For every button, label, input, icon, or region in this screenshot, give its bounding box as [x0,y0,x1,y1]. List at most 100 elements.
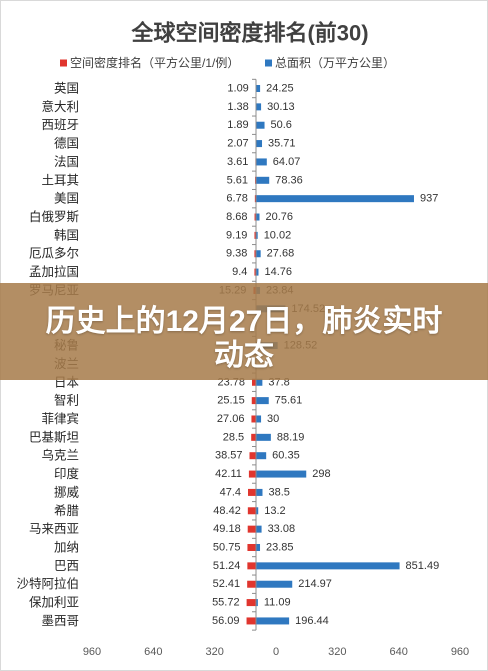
value-label-density: 3.61 [227,156,248,168]
bar-area [256,250,261,258]
category-label: 白俄罗斯 [29,209,79,224]
value-label-area: 64.07 [273,156,301,168]
x-tick-label: 960 [83,646,101,658]
value-label-area: 24.25 [266,83,294,95]
value-label-area: 33.08 [268,523,296,535]
category-label: 美国 [54,192,79,206]
category-label: 希腊 [54,503,80,518]
value-label-area: 214.97 [298,578,332,590]
x-axis-tick-labels: 960 640 320 0 320 640 960 [83,646,469,658]
category-label: 沙特阿拉伯 [16,576,79,591]
value-label-density: 49.18 [213,523,241,535]
value-label-area: 30 [267,413,279,425]
bar-area [256,195,414,203]
bar-density [247,544,256,551]
bar-area [256,488,263,496]
bar-area [256,452,267,460]
value-label-area: 60.35 [272,450,300,462]
bar-area [256,433,271,441]
category-label: 马来西亚 [29,522,79,536]
bar-area [256,121,265,129]
category-label: 巴西 [54,559,79,573]
legend-label-area: 总面积（万平方公里） [275,55,395,70]
bar-density [247,562,256,570]
legend-swatch-density [60,59,67,67]
value-label-density: 42.11 [215,468,242,480]
value-label-area: 937 [420,193,438,205]
value-label-area: 50.6 [271,119,292,131]
category-label: 孟加拉国 [29,264,79,279]
x-tick-label: 320 [328,646,346,658]
category-label: 保加利亚 [29,596,79,610]
bar-density [251,378,256,386]
value-label-density: 51.24 [213,560,241,572]
value-label-density: 28.5 [223,431,244,443]
bar-density [254,231,256,239]
value-label-density: 50.75 [213,542,241,554]
bar-area [256,231,258,239]
value-label-area: 23.85 [266,542,294,554]
value-label-area: 78.36 [275,174,303,186]
value-label-density: 9.19 [226,229,247,241]
value-label-density: 27.06 [217,413,245,425]
bar-density [246,617,256,625]
legend-swatch-area [265,59,272,67]
bar-density [254,250,256,258]
category-label: 巴基斯坦 [29,430,79,444]
category-label: 韩国 [54,227,79,242]
category-label: 印度 [54,466,80,481]
bar-density [248,470,256,478]
bar-density [248,488,256,496]
bar-area [256,599,258,607]
value-label-area: 11.09 [264,597,291,609]
x-tick-label: 640 [144,646,162,658]
bar-area [256,580,293,588]
bar-density [251,433,256,441]
value-label-density: 52.41 [213,578,241,590]
value-label-area: 20.76 [266,211,294,223]
banner-title-line: 历史上的12月27日，肺炎实时 [45,305,443,338]
bar-density [254,213,256,221]
value-label-area: 298 [312,468,330,480]
overlay-banner: 历史上的12月27日，肺炎实时 动态 [0,283,488,380]
bar-area [256,85,261,92]
category-label: 西班牙 [41,118,79,132]
x-tick-label: 640 [389,646,407,658]
value-label-density: 1.89 [227,119,248,131]
bar-area [256,158,267,166]
bar-area [256,268,259,276]
x-tick-label: 0 [273,646,279,658]
value-label-area: 10.02 [264,229,292,241]
bar-density [246,599,256,607]
value-label-area: 38.5 [268,486,289,498]
value-label-area: 13.2 [264,505,285,517]
value-label-density: 47.4 [220,486,241,498]
bar-area [256,470,307,478]
value-label-density: 9.38 [226,248,247,260]
value-label-area: 35.71 [268,138,296,150]
bar-density [251,397,256,405]
value-label-density: 2.07 [227,138,248,150]
chart-title: 全球空间密度排名(前30) [130,21,368,46]
value-label-area: 27.68 [267,248,295,260]
bar-area [256,617,290,625]
legend-label-density: 空间密度排名（平方公里/1/例） [70,55,239,70]
value-label-density: 48.42 [213,505,241,517]
category-label: 智利 [54,393,79,408]
category-label: 法国 [54,155,79,169]
bar-area [256,525,262,533]
value-label-density: 6.78 [226,193,247,205]
bar-density [247,580,256,588]
value-label-density: 1.38 [227,101,248,113]
bar-area [256,140,263,148]
bar-density [247,507,256,515]
density-bars [246,85,257,625]
category-label: 墨西哥 [41,614,79,628]
bar-density [254,268,256,276]
bar-area [256,544,261,551]
bar-density [254,195,256,203]
bar-density [247,525,256,533]
bar-area [256,213,260,221]
category-label: 乌克兰 [41,448,79,463]
value-label-density: 1.09 [227,83,248,95]
